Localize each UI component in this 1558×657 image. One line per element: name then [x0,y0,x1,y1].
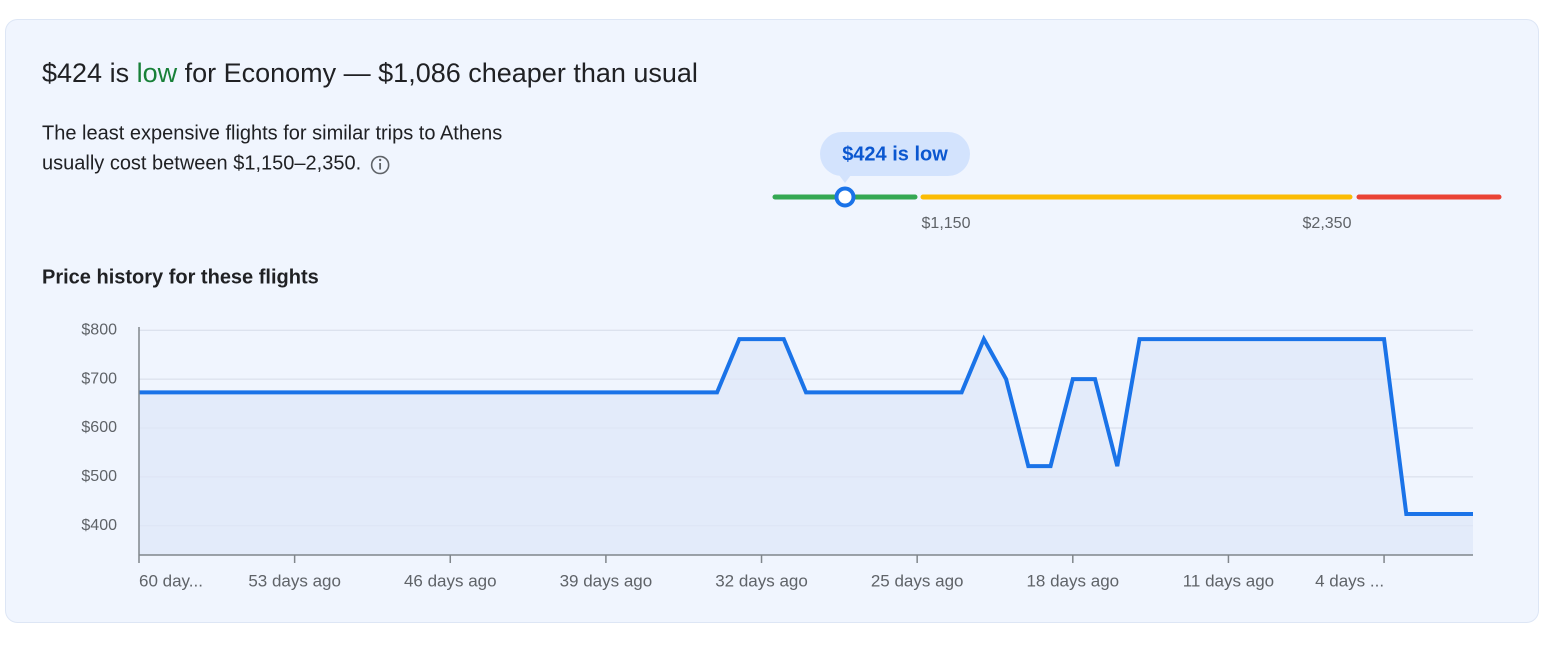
description: The least expensive flights for similar … [42,122,502,144]
x-tick-label: 18 days ago [1026,571,1119,590]
x-tick-label: 46 days ago [404,571,497,590]
x-tick-label: 4 days ... [1315,571,1384,590]
y-tick-label: $600 [81,419,117,436]
range-label: $2,350 [1303,215,1352,232]
price-line [139,334,1473,516]
chart-title: Price history for these flights [42,266,319,288]
x-tick-label: 53 days ago [248,571,341,590]
y-tick-label: $700 [81,370,117,387]
headline-low: low [137,58,178,88]
bubble-text: $424 is low [842,143,948,165]
y-tick-label: $400 [81,517,117,534]
headline-text: $424 is [42,58,137,88]
info-dot [378,158,382,162]
description: usually cost between $1,150–2,350. [42,152,361,174]
info-icon[interactable] [370,155,390,175]
headline-text: for Economy — $1,086 cheaper than usual [177,58,698,88]
y-tick-label: $500 [81,468,117,485]
x-tick-label: 11 days ago [1183,571,1274,590]
price-bubble [820,132,970,176]
headline: $424 is low for Economy — $1,086 cheaper… [42,58,698,88]
y-tick-label: $800 [81,322,117,339]
bubble-pointer [839,175,851,183]
x-tick-label: 60 day... [139,571,203,590]
x-tick-label: 32 days ago [715,571,808,590]
x-tick-label: 25 days ago [871,571,964,590]
x-tick-label: 39 days ago [560,571,653,590]
price-history-chart: $400 $500 $600 $700 $800 60 day... 53 days ago… [81,322,1473,590]
price-marker [834,186,856,208]
info-circle [370,155,390,175]
range-label: $1,150 [922,215,971,232]
